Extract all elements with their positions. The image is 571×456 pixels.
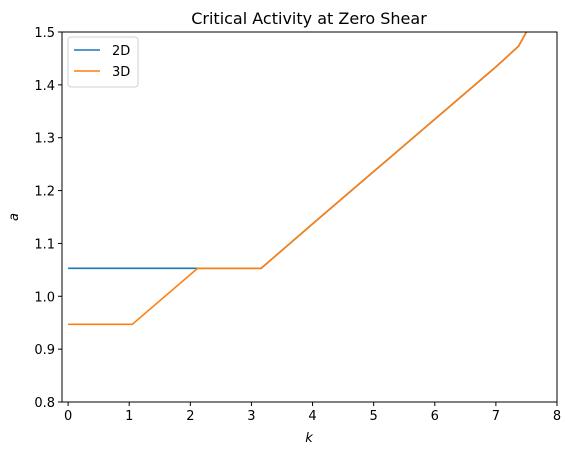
x-axis-ticks: 0 1 2 3 4 5 6 7 8 xyxy=(64,402,561,424)
y-tick-label: 1.4 xyxy=(34,79,55,94)
y-axis-ticks: 0.8 0.9 1.0 1.1 1.2 1.3 1.4 1.5 xyxy=(34,26,62,411)
y-tick-label: 1.1 xyxy=(34,237,55,252)
x-tick-label: 6 xyxy=(431,409,439,424)
y-tick-label: 1.2 xyxy=(34,185,55,200)
chart-title: Critical Activity at Zero Shear xyxy=(191,9,427,28)
series-lines xyxy=(68,32,528,326)
legend-label-3d: 3D xyxy=(112,65,130,80)
x-axis-label: k xyxy=(305,431,313,446)
y-tick-label: 1.3 xyxy=(34,132,55,147)
legend-label-2d: 2D xyxy=(112,44,130,59)
y-tick-label: 0.9 xyxy=(34,343,55,358)
x-tick-label: 4 xyxy=(308,409,316,424)
y-axis-label: a xyxy=(7,213,22,221)
x-tick-label: 2 xyxy=(186,409,194,424)
x-tick-label: 7 xyxy=(492,409,500,424)
series-line-3d xyxy=(68,32,528,326)
x-tick-label: 3 xyxy=(247,409,255,424)
y-tick-label: 1.0 xyxy=(34,290,55,305)
y-tick-label: 1.5 xyxy=(34,26,55,41)
y-tick-label: 0.8 xyxy=(34,396,55,411)
plot-frame xyxy=(61,31,558,403)
x-tick-label: 5 xyxy=(370,409,378,424)
x-tick-label: 8 xyxy=(553,409,561,424)
x-tick-label: 1 xyxy=(125,409,133,424)
x-tick-label: 0 xyxy=(64,409,72,424)
